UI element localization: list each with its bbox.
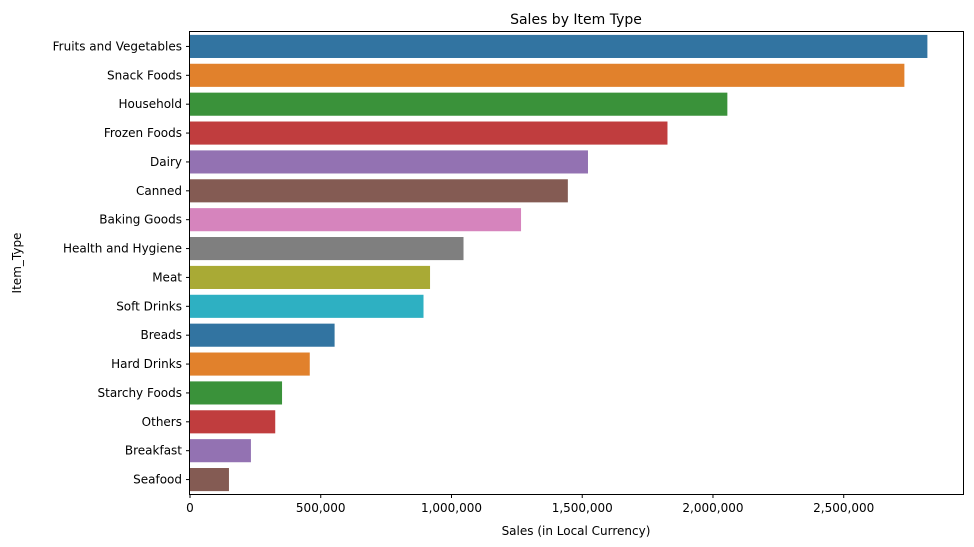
bar [190,237,464,261]
y-axis-label: Item_Type [10,233,24,294]
x-tick-label: 1,500,000 [552,501,613,515]
bar [190,63,905,87]
y-tick-label: Soft Drinks [116,299,182,313]
bar [190,352,310,376]
bar [190,34,928,58]
y-tick-label: Breakfast [125,444,182,458]
bar [190,439,251,463]
y-tick-label: Baking Goods [99,213,182,227]
x-tick-label: 500,000 [296,501,346,515]
y-tick-label: Frozen Foods [104,126,182,140]
bar [190,410,276,434]
bars-group [190,34,928,492]
y-tick-label: Fruits and Vegetables [53,39,182,53]
bar [190,121,668,145]
y-tick-label: Household [118,97,182,111]
bar [190,381,283,405]
bar [190,323,335,347]
y-tick-label: Meat [152,270,182,284]
x-ticks: 0 500,000 1,000,000 1,500,000 2,000,000 2,500… [186,494,874,515]
y-tick-label: Health and Hygiene [63,242,182,256]
x-tick-label: 1,000,000 [421,501,482,515]
x-axis-label: Sales (in Local Currency) [502,524,651,538]
bar [190,179,568,203]
bar [190,265,431,289]
bar [190,92,728,116]
y-tick-label: Breads [140,328,182,342]
y-tick-labels: Fruits and Vegetables Snack Foods Househol… [53,39,190,487]
x-tick-label: 0 [186,501,194,515]
x-tick-label: 2,000,000 [682,501,743,515]
chart-title: Sales by Item Type [510,12,642,28]
y-tick-label: Others [142,415,182,429]
x-tick-label: 2,500,000 [813,501,874,515]
bar [190,294,424,318]
bar [190,208,522,232]
y-tick-label: Snack Foods [107,68,182,82]
plot-frame [189,31,964,495]
y-tick-label: Dairy [150,155,182,169]
y-tick-label: Canned [136,184,182,198]
y-tick-label: Hard Drinks [111,357,182,371]
y-tick-label: Starchy Foods [98,386,183,400]
bar [190,468,229,492]
bar [190,150,588,174]
y-tick-label: Seafood [133,473,182,487]
